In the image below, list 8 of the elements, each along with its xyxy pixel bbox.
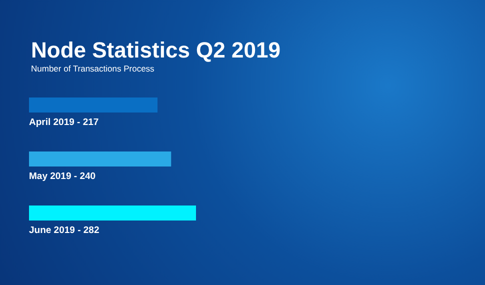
chart-subtitle: Number of Transactions Process <box>31 64 154 74</box>
y-tick-label: April 2019 - <box>29 117 80 128</box>
data-label: 217 <box>82 117 99 128</box>
chart-title: Node Statistics Q2 2019 <box>31 38 280 62</box>
y-tick-label: May 2019 - <box>29 171 78 182</box>
data-label: 240 <box>80 171 96 182</box>
data-label: 282 <box>83 225 100 236</box>
y-tick-label: June 2019 - <box>29 225 81 236</box>
